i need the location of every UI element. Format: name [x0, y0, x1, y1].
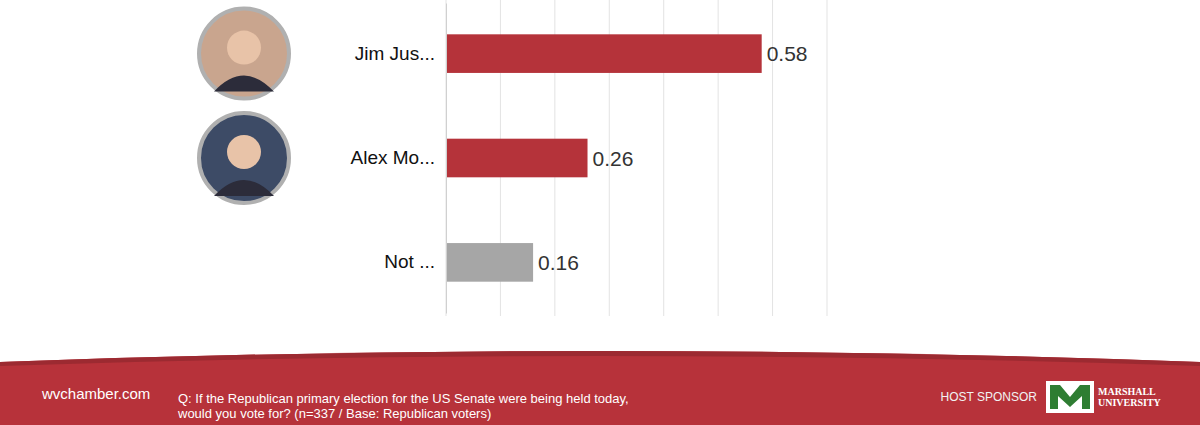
- sponsor-name: MARSHALL: [1098, 386, 1156, 397]
- avatar-body: [214, 76, 274, 92]
- grid-line: [446, 0, 447, 316]
- footer-source: wvchamber.com: [41, 385, 150, 402]
- tick: Jim Jus...: [355, 43, 446, 64]
- tick-label: Alex Mo...: [351, 147, 435, 168]
- avatar-face: [227, 31, 261, 65]
- bar: [446, 34, 762, 73]
- bar: [446, 139, 588, 178]
- sponsor-name: UNIVERSITY: [1098, 397, 1162, 408]
- tick: Not ...: [384, 251, 446, 272]
- footer-band: [0, 351, 1200, 425]
- tick-label: Not ...: [384, 251, 435, 272]
- data-label: 0.58: [767, 42, 808, 65]
- avatar: [199, 9, 289, 99]
- bar: [446, 243, 533, 282]
- avatars: [199, 9, 289, 203]
- tick-label: Jim Jus...: [355, 43, 435, 64]
- data-labels: 0.58 0.26 0.16: [538, 42, 807, 274]
- data-label: 0.26: [593, 147, 634, 170]
- tick: Alex Mo...: [351, 147, 446, 168]
- footer: wvchamber.com Q: If the Republican primar…: [0, 351, 1200, 425]
- sponsor-logo: [1050, 385, 1090, 409]
- grid: [446, 0, 827, 316]
- y-axis: Jim Jus... Alex Mo... Not ...: [351, 4, 447, 314]
- avatar-body: [214, 180, 274, 196]
- footer-question: would you vote for? (n=337 / Base: Repub…: [177, 406, 491, 421]
- avatar: [199, 113, 289, 203]
- sponsor-label: HOST SPONSOR: [941, 390, 1038, 404]
- footer-band-shade: [0, 351, 1200, 366]
- axis-line: [446, 4, 447, 314]
- bars: [446, 34, 762, 281]
- sponsor-logo-bg: [1046, 381, 1094, 413]
- grid-line: [827, 0, 828, 316]
- avatar-face: [227, 135, 261, 169]
- chart: Jim Jus... Alex Mo... Not ... 0.58 0.26 0.16 w…: [0, 0, 1200, 425]
- data-label: 0.16: [538, 251, 579, 274]
- footer-question: Q: If the Republican primary election fo…: [178, 391, 629, 406]
